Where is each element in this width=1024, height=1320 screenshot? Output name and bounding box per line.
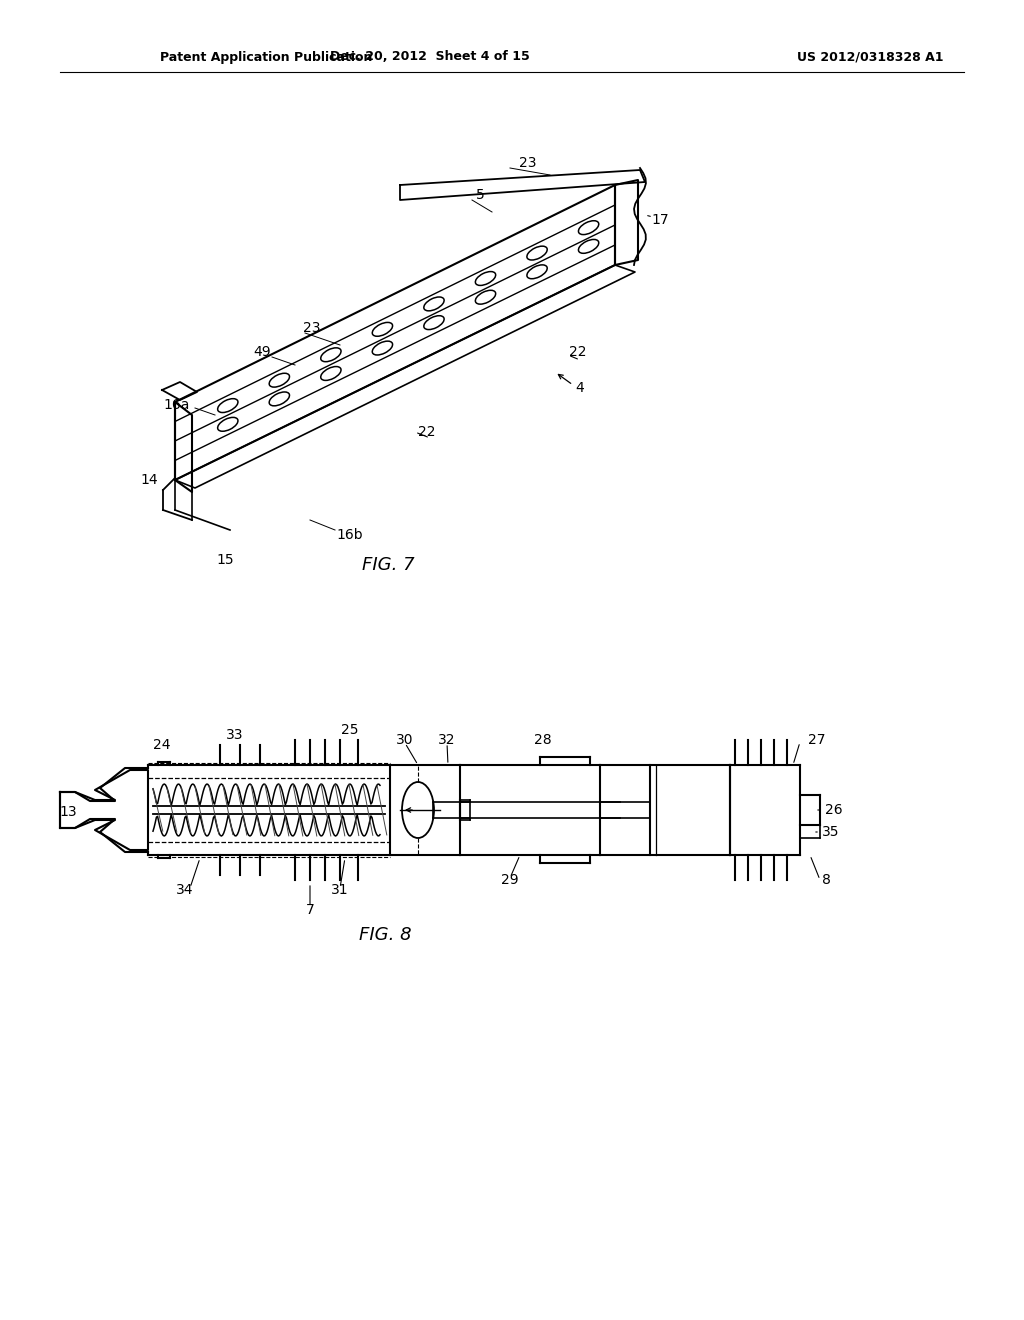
Text: 22: 22 — [569, 345, 587, 359]
Text: 33: 33 — [226, 729, 244, 742]
Text: 16b: 16b — [337, 528, 364, 543]
Text: 13: 13 — [59, 805, 77, 818]
Text: 27: 27 — [808, 733, 825, 747]
Text: 29: 29 — [501, 873, 519, 887]
Text: 49: 49 — [253, 345, 270, 359]
Text: Patent Application Publication: Patent Application Publication — [160, 50, 373, 63]
Text: 35: 35 — [822, 825, 840, 840]
Text: FIG. 7: FIG. 7 — [361, 556, 415, 574]
Text: 17: 17 — [651, 213, 669, 227]
Text: 16a: 16a — [164, 399, 190, 412]
Text: 4: 4 — [575, 381, 585, 395]
Text: 23: 23 — [303, 321, 321, 335]
Text: FIG. 8: FIG. 8 — [358, 927, 412, 944]
Text: 28: 28 — [535, 733, 552, 747]
Text: 23: 23 — [519, 156, 537, 170]
Text: 26: 26 — [825, 803, 843, 817]
Text: 8: 8 — [822, 873, 830, 887]
Text: 25: 25 — [341, 723, 358, 737]
Text: 22: 22 — [418, 425, 436, 440]
Text: 14: 14 — [140, 473, 158, 487]
Text: 32: 32 — [438, 733, 456, 747]
Text: 15: 15 — [216, 553, 233, 568]
Text: US 2012/0318328 A1: US 2012/0318328 A1 — [797, 50, 943, 63]
Text: 31: 31 — [331, 883, 349, 898]
Text: 24: 24 — [154, 738, 171, 752]
Text: 34: 34 — [176, 883, 194, 898]
Text: 7: 7 — [305, 903, 314, 917]
Text: 30: 30 — [396, 733, 414, 747]
Text: 5: 5 — [475, 187, 484, 202]
Text: Dec. 20, 2012  Sheet 4 of 15: Dec. 20, 2012 Sheet 4 of 15 — [330, 50, 529, 63]
